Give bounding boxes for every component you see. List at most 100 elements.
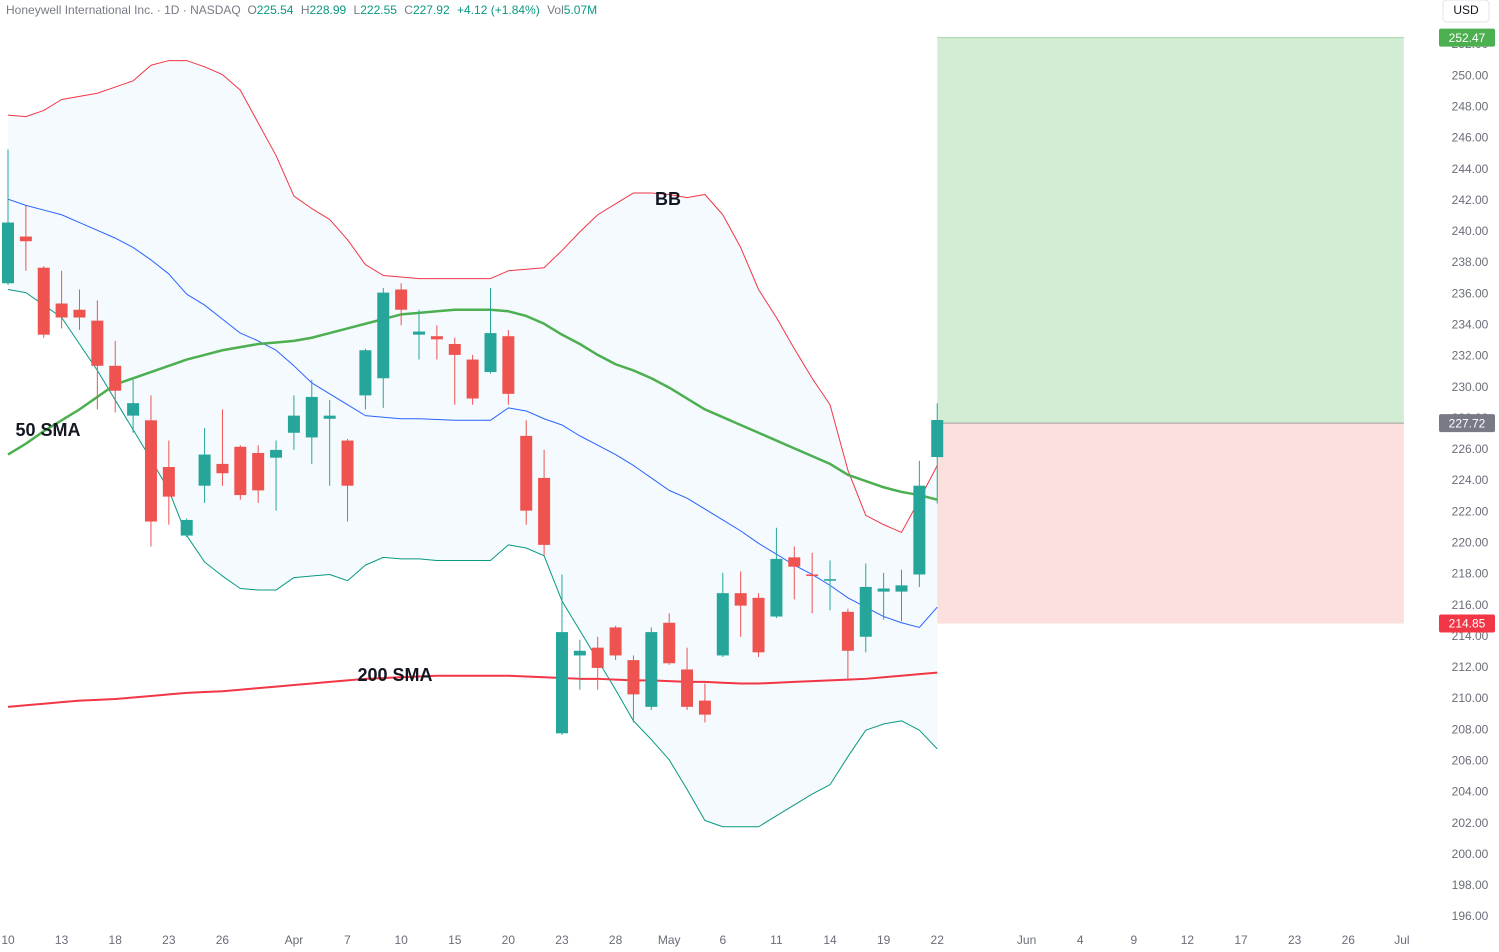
- ohlc-value: 225.54: [256, 3, 294, 17]
- position-profit-zone: [937, 37, 1404, 424]
- candle-body: [502, 336, 515, 394]
- candle-body: [609, 627, 622, 656]
- bb-fill: [8, 60, 938, 827]
- currency-label[interactable]: USD: [1453, 3, 1479, 17]
- candle-body: [877, 588, 890, 592]
- y-tick-label: 216.00: [1452, 598, 1489, 612]
- y-tick-label: 236.00: [1452, 286, 1489, 300]
- ohlc-value: 222.55: [360, 3, 397, 17]
- y-tick-label: 238.00: [1452, 255, 1489, 269]
- y-tick-label: 226.00: [1452, 442, 1489, 456]
- x-tick-label: 23: [555, 933, 569, 947]
- candle-body: [448, 344, 461, 355]
- candle-body: [752, 597, 765, 653]
- x-tick-label: 19: [877, 933, 891, 947]
- candle-body: [824, 579, 837, 581]
- currency-button[interactable]: [1442, 0, 1490, 23]
- y-tick-label: 200.00: [1452, 847, 1489, 861]
- candle-body: [931, 419, 944, 458]
- change: +4.12 (+1.84%): [457, 3, 540, 17]
- candle-body: [841, 611, 854, 651]
- x-tick-label: 4: [1077, 933, 1084, 947]
- candle-body: [2, 222, 14, 284]
- candle-body: [716, 593, 729, 656]
- ohlc-label: C: [404, 3, 413, 17]
- candle-body: [323, 415, 336, 419]
- x-tick-label: 18: [109, 933, 123, 947]
- x-tick-label: 7: [344, 933, 351, 947]
- x-tick-label: 12: [1181, 933, 1195, 947]
- candle-body: [162, 467, 175, 497]
- y-tick-label: 232.00: [1452, 349, 1489, 363]
- candle-body: [91, 320, 104, 366]
- volume-label: Vol: [547, 3, 564, 17]
- ohlc-value: 228.99: [309, 3, 347, 17]
- y-tick-label: 230.00: [1452, 380, 1489, 394]
- sma-line: [7, 671, 938, 708]
- volume-value: 5.07M: [563, 3, 598, 17]
- y-tick-label: 234.00: [1452, 317, 1489, 331]
- x-tick-label: Jun: [1017, 933, 1036, 947]
- y-tick-label: 242.00: [1452, 193, 1489, 207]
- y-tick-label: 244.00: [1452, 162, 1489, 176]
- y-tick-label: 202.00: [1452, 816, 1489, 830]
- candle-body: [73, 309, 86, 318]
- y-tick-label: 240.00: [1452, 224, 1489, 238]
- y-tick-label: 250.00: [1452, 68, 1489, 82]
- x-tick-label: 10: [394, 933, 408, 947]
- bb-basis-line: [7, 198, 938, 628]
- candle-body: [341, 440, 354, 486]
- candle-body: [681, 669, 694, 707]
- candle-body: [359, 350, 372, 396]
- sma-line: [7, 308, 938, 501]
- candle-body: [180, 519, 193, 536]
- candle-body: [698, 700, 711, 715]
- bb-upper-line: [7, 60, 938, 533]
- symbol-title: Honeywell International Inc. · 1D · NASD…: [6, 3, 241, 17]
- x-tick-label: 13: [55, 933, 69, 947]
- candle-body: [895, 585, 908, 592]
- x-tick-label: 14: [823, 933, 837, 947]
- y-tick-label: 204.00: [1452, 785, 1489, 799]
- x-tick-label: May: [658, 933, 681, 947]
- ohlc-label: O: [247, 3, 257, 17]
- candle-body: [555, 632, 568, 734]
- candle-body: [37, 267, 50, 335]
- price-axis: [1435, 0, 1499, 952]
- candle-body: [234, 446, 247, 496]
- candle-body: [430, 336, 443, 340]
- x-tick-label: 6: [719, 933, 726, 947]
- y-tick-label: 198.00: [1452, 878, 1489, 892]
- legend-header: Honeywell International Inc. · 1D · NASD…: [6, 3, 601, 17]
- x-tick-label: 17: [1234, 933, 1248, 947]
- candle-body: [591, 647, 604, 668]
- position-loss-zone: [937, 423, 1404, 624]
- x-tick-label: 20: [502, 933, 516, 947]
- candle-body: [377, 292, 390, 379]
- ohlc-value: 227.92: [412, 3, 450, 17]
- candle-body: [484, 333, 497, 373]
- candle-body: [788, 557, 801, 567]
- ohlc-label: H: [300, 3, 310, 17]
- candle-body: [144, 420, 157, 522]
- y-tick-label: 208.00: [1452, 722, 1489, 736]
- x-tick-label: Apr: [285, 933, 304, 947]
- y-tick-label: 196.00: [1452, 909, 1489, 923]
- price-label: 214.85: [1449, 617, 1486, 631]
- annotation: 200 SMA: [357, 665, 432, 685]
- candle-body: [806, 574, 819, 577]
- candle-body: [573, 650, 586, 656]
- candle-body: [520, 435, 533, 511]
- price-label-box: [1439, 614, 1495, 633]
- x-tick-label: 28: [609, 933, 623, 947]
- price-label-box: [1439, 28, 1495, 47]
- x-tick-label: 23: [162, 933, 176, 947]
- x-tick-label: Jul: [1394, 933, 1409, 947]
- x-tick-label: 11: [770, 933, 783, 947]
- candle-body: [127, 403, 140, 416]
- candle-body: [734, 593, 747, 606]
- candle-body: [538, 477, 551, 545]
- x-tick-label: 10: [1, 933, 15, 947]
- y-tick-label: 222.00: [1452, 504, 1489, 518]
